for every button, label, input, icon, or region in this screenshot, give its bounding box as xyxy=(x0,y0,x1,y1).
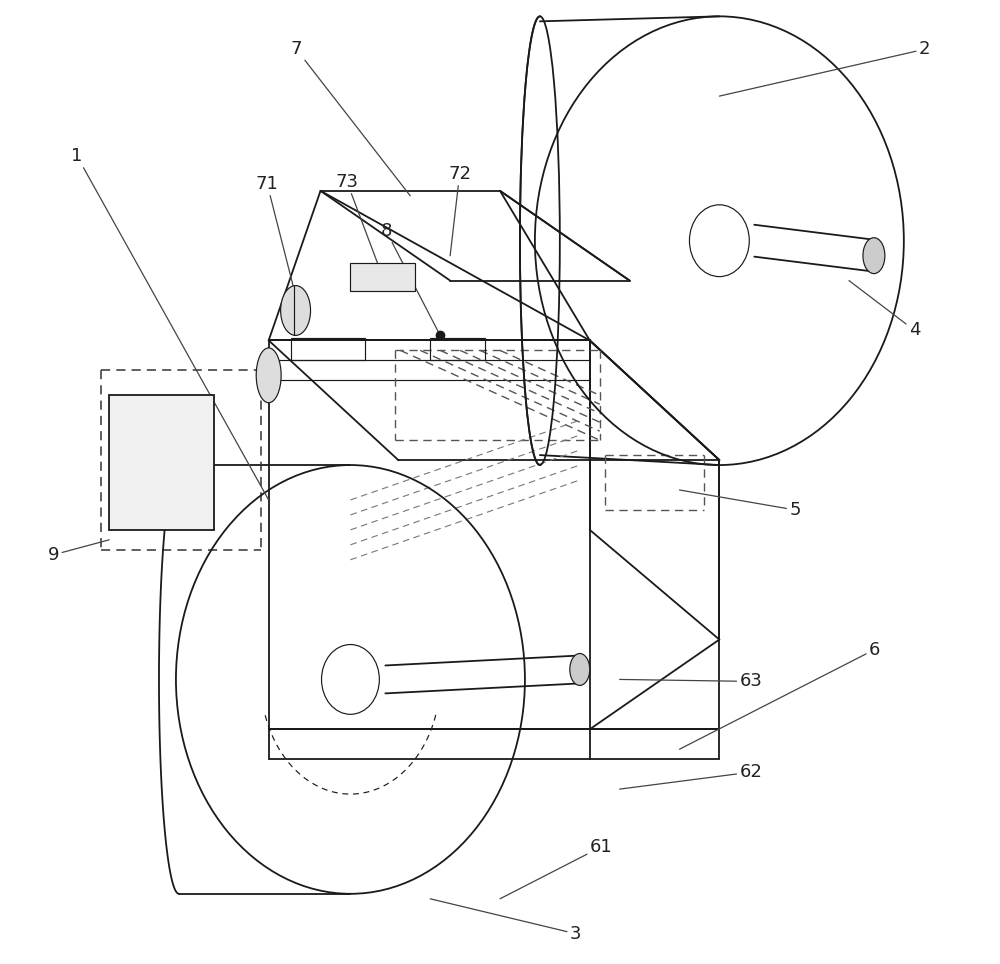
Ellipse shape xyxy=(256,348,281,403)
Text: 72: 72 xyxy=(448,165,471,255)
Text: 61: 61 xyxy=(500,838,612,898)
Text: 4: 4 xyxy=(849,281,920,339)
Text: 63: 63 xyxy=(620,673,762,690)
Ellipse shape xyxy=(281,285,311,335)
Bar xyxy=(350,262,415,290)
Text: 62: 62 xyxy=(620,763,762,790)
Text: 7: 7 xyxy=(291,40,410,196)
Bar xyxy=(291,338,365,361)
Text: 3: 3 xyxy=(430,898,581,943)
Text: 1: 1 xyxy=(71,147,269,500)
Text: 6: 6 xyxy=(679,640,880,749)
Ellipse shape xyxy=(570,654,590,685)
Text: 71: 71 xyxy=(256,174,296,296)
Text: 2: 2 xyxy=(719,40,930,96)
Text: 73: 73 xyxy=(335,173,380,271)
Text: 5: 5 xyxy=(679,490,801,519)
Text: 9: 9 xyxy=(48,540,109,564)
Bar xyxy=(430,338,485,361)
Bar xyxy=(109,395,214,530)
Ellipse shape xyxy=(863,238,885,274)
Text: 8: 8 xyxy=(380,222,440,335)
